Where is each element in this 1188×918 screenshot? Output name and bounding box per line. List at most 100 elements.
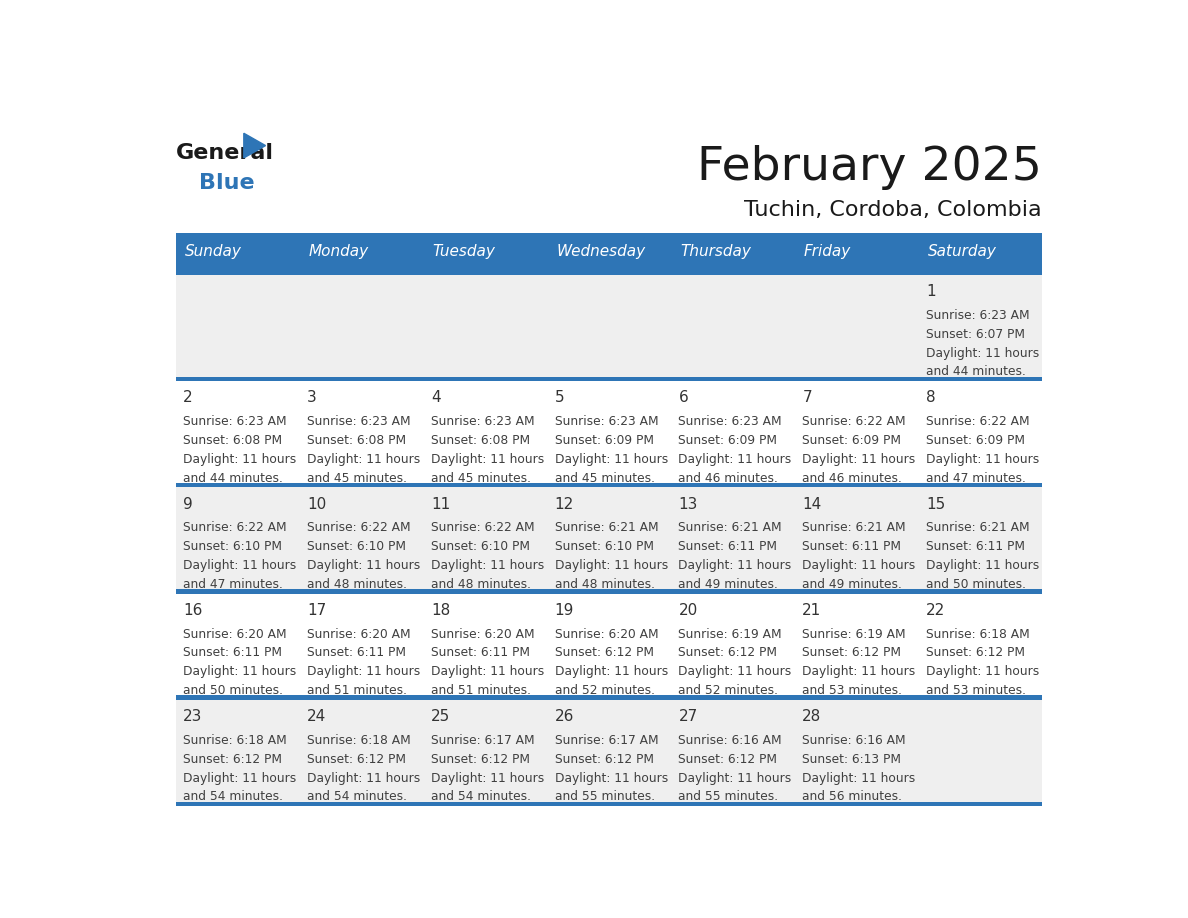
Bar [176,270,1042,274]
Text: Daylight: 11 hours: Daylight: 11 hours [678,666,791,678]
Text: Sunrise: 6:19 AM: Sunrise: 6:19 AM [802,628,906,641]
Text: Daylight: 11 hours: Daylight: 11 hours [678,453,791,465]
Text: Sunrise: 6:23 AM: Sunrise: 6:23 AM [555,415,658,428]
Text: Sunset: 6:10 PM: Sunset: 6:10 PM [308,540,406,554]
Bar [176,376,1042,483]
Text: 5: 5 [555,390,564,406]
Text: Sunrise: 6:23 AM: Sunrise: 6:23 AM [927,308,1030,322]
Text: Sunrise: 6:22 AM: Sunrise: 6:22 AM [927,415,1030,428]
Text: Sunrise: 6:22 AM: Sunrise: 6:22 AM [183,521,287,534]
Text: Sunrise: 6:23 AM: Sunrise: 6:23 AM [308,415,411,428]
Text: Sunday: Sunday [185,244,242,260]
Text: 24: 24 [308,710,327,724]
Text: 10: 10 [308,497,327,511]
Text: Sunrise: 6:20 AM: Sunrise: 6:20 AM [183,628,287,641]
Text: Sunset: 6:11 PM: Sunset: 6:11 PM [431,646,530,659]
Text: 6: 6 [678,390,688,406]
Text: and 46 minutes.: and 46 minutes. [678,472,778,485]
Text: and 50 minutes.: and 50 minutes. [183,684,284,697]
Text: Sunset: 6:11 PM: Sunset: 6:11 PM [678,540,777,554]
Text: 22: 22 [927,603,946,618]
Text: 15: 15 [927,497,946,511]
Text: Sunrise: 6:21 AM: Sunrise: 6:21 AM [678,521,782,534]
Text: and 52 minutes.: and 52 minutes. [678,684,778,697]
Text: and 48 minutes.: and 48 minutes. [308,578,407,591]
Bar [176,483,1042,589]
Text: General: General [176,142,273,162]
Bar [176,695,1042,700]
Text: Sunset: 6:09 PM: Sunset: 6:09 PM [555,434,653,447]
Text: Sunrise: 6:23 AM: Sunrise: 6:23 AM [431,415,535,428]
Text: Daylight: 11 hours: Daylight: 11 hours [802,666,916,678]
Text: Sunset: 6:10 PM: Sunset: 6:10 PM [183,540,283,554]
Text: Sunrise: 6:22 AM: Sunrise: 6:22 AM [431,521,535,534]
Text: Daylight: 11 hours: Daylight: 11 hours [308,453,421,465]
Text: 21: 21 [802,603,822,618]
Text: Sunset: 6:12 PM: Sunset: 6:12 PM [183,753,283,766]
Text: Sunrise: 6:22 AM: Sunrise: 6:22 AM [308,521,411,534]
Text: Daylight: 11 hours: Daylight: 11 hours [183,453,297,465]
Text: and 51 minutes.: and 51 minutes. [431,684,531,697]
Text: Sunrise: 6:19 AM: Sunrise: 6:19 AM [678,628,782,641]
Text: Sunrise: 6:18 AM: Sunrise: 6:18 AM [927,628,1030,641]
Text: Sunset: 6:09 PM: Sunset: 6:09 PM [678,434,777,447]
Text: Daylight: 11 hours: Daylight: 11 hours [431,772,544,785]
Text: Friday: Friday [804,244,851,260]
Bar [176,589,1042,594]
Text: Sunset: 6:12 PM: Sunset: 6:12 PM [555,753,653,766]
Text: Sunset: 6:08 PM: Sunset: 6:08 PM [431,434,530,447]
Text: Sunrise: 6:22 AM: Sunrise: 6:22 AM [802,415,906,428]
Text: Sunrise: 6:21 AM: Sunrise: 6:21 AM [802,521,906,534]
Text: Sunset: 6:07 PM: Sunset: 6:07 PM [927,328,1025,341]
Bar [176,270,1042,376]
Text: Tuesday: Tuesday [432,244,495,260]
Text: and 55 minutes.: and 55 minutes. [678,790,778,803]
Text: Daylight: 11 hours: Daylight: 11 hours [308,772,421,785]
Text: Sunset: 6:12 PM: Sunset: 6:12 PM [802,646,902,659]
Text: 7: 7 [802,390,811,406]
Text: Daylight: 11 hours: Daylight: 11 hours [802,772,916,785]
Text: Sunset: 6:09 PM: Sunset: 6:09 PM [927,434,1025,447]
Text: Daylight: 11 hours: Daylight: 11 hours [431,666,544,678]
Text: and 54 minutes.: and 54 minutes. [183,790,284,803]
Text: February 2025: February 2025 [697,145,1042,190]
Text: Daylight: 11 hours: Daylight: 11 hours [555,772,668,785]
Text: Daylight: 11 hours: Daylight: 11 hours [802,559,916,572]
Text: 28: 28 [802,710,822,724]
Text: Sunset: 6:09 PM: Sunset: 6:09 PM [802,434,902,447]
Text: and 52 minutes.: and 52 minutes. [555,684,655,697]
Text: Sunset: 6:11 PM: Sunset: 6:11 PM [183,646,283,659]
Text: and 47 minutes.: and 47 minutes. [927,472,1026,485]
Text: and 48 minutes.: and 48 minutes. [555,578,655,591]
Text: 23: 23 [183,710,203,724]
Text: 14: 14 [802,497,822,511]
Text: Daylight: 11 hours: Daylight: 11 hours [308,666,421,678]
Text: 2: 2 [183,390,192,406]
Polygon shape [244,133,266,158]
Text: Sunset: 6:08 PM: Sunset: 6:08 PM [183,434,283,447]
Text: 4: 4 [431,390,441,406]
Text: Sunrise: 6:17 AM: Sunrise: 6:17 AM [555,733,658,747]
Text: Daylight: 11 hours: Daylight: 11 hours [183,772,297,785]
Text: and 44 minutes.: and 44 minutes. [927,365,1026,378]
Text: Sunset: 6:12 PM: Sunset: 6:12 PM [431,753,530,766]
Text: Sunrise: 6:18 AM: Sunrise: 6:18 AM [183,733,287,747]
Text: Sunrise: 6:23 AM: Sunrise: 6:23 AM [678,415,782,428]
Text: Sunrise: 6:23 AM: Sunrise: 6:23 AM [183,415,287,428]
Text: and 49 minutes.: and 49 minutes. [802,578,902,591]
Text: and 54 minutes.: and 54 minutes. [431,790,531,803]
Text: Wednesday: Wednesday [556,244,645,260]
Text: Monday: Monday [309,244,368,260]
Text: and 56 minutes.: and 56 minutes. [802,790,902,803]
Text: Sunset: 6:12 PM: Sunset: 6:12 PM [678,753,777,766]
Bar [176,233,1042,270]
Text: 27: 27 [678,710,697,724]
Text: 16: 16 [183,603,203,618]
Text: Saturday: Saturday [928,244,997,260]
Text: Daylight: 11 hours: Daylight: 11 hours [555,559,668,572]
Text: Sunset: 6:12 PM: Sunset: 6:12 PM [927,646,1025,659]
Text: Daylight: 11 hours: Daylight: 11 hours [927,453,1040,465]
Text: 20: 20 [678,603,697,618]
Bar [176,376,1042,381]
Text: Daylight: 11 hours: Daylight: 11 hours [678,772,791,785]
